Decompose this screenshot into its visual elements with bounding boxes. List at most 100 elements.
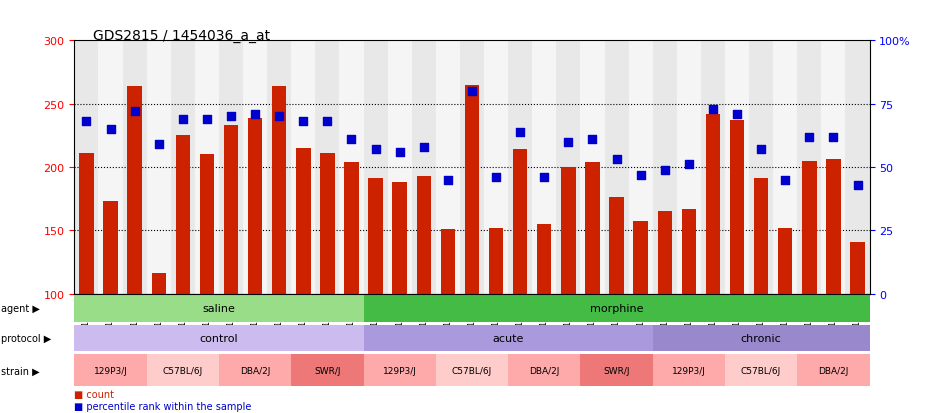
Point [585, 137, 600, 143]
Text: 129P3/J: 129P3/J [671, 366, 706, 375]
Bar [580, 41, 605, 294]
Point [512, 129, 527, 135]
Bar [152, 274, 166, 294]
Bar [604, 41, 629, 294]
Point [537, 174, 551, 181]
Bar [74, 41, 99, 294]
Bar [845, 41, 870, 294]
Text: C57BL/6J: C57BL/6J [163, 366, 203, 375]
Bar [296, 149, 311, 294]
Point [730, 111, 745, 118]
Point [272, 114, 286, 120]
Bar [243, 41, 267, 294]
Bar [508, 41, 532, 294]
Bar [850, 242, 865, 294]
Bar [460, 41, 484, 294]
Point [127, 109, 142, 115]
Bar [176, 136, 190, 294]
Bar [484, 41, 508, 294]
Text: 129P3/J: 129P3/J [383, 366, 417, 375]
Bar [368, 179, 383, 294]
Bar [441, 230, 455, 294]
Text: DBA/2J: DBA/2J [818, 366, 848, 375]
Bar [417, 176, 431, 294]
Bar [219, 355, 291, 387]
Point [368, 147, 383, 153]
Point [223, 114, 238, 120]
Point [753, 147, 768, 153]
Bar [171, 41, 195, 294]
Bar [797, 355, 870, 387]
Bar [580, 355, 653, 387]
Point [344, 137, 359, 143]
Text: control: control [200, 333, 238, 343]
Bar [754, 179, 768, 294]
Bar [749, 41, 773, 294]
Bar [219, 41, 243, 294]
Bar [725, 41, 749, 294]
Bar [320, 154, 335, 294]
Bar [392, 183, 407, 294]
Text: DBA/2J: DBA/2J [529, 366, 560, 375]
Bar [556, 41, 580, 294]
Bar [364, 325, 653, 351]
Bar [195, 41, 219, 294]
Bar [315, 41, 339, 294]
Point [199, 116, 214, 123]
Bar [339, 41, 364, 294]
Point [176, 116, 191, 123]
Bar [344, 163, 359, 294]
Point [79, 119, 94, 126]
Text: C57BL/6J: C57BL/6J [452, 366, 492, 375]
Bar [513, 150, 527, 294]
Bar [489, 228, 503, 294]
Text: C57BL/6J: C57BL/6J [741, 366, 781, 375]
Bar [653, 325, 870, 351]
Point [682, 162, 697, 169]
Bar [826, 160, 841, 294]
Bar [364, 295, 870, 322]
Bar [127, 87, 142, 294]
Bar [224, 126, 238, 294]
Point [488, 174, 503, 181]
Bar [103, 202, 118, 294]
Point [247, 111, 262, 118]
Bar [412, 41, 436, 294]
Text: agent ▶: agent ▶ [1, 304, 40, 313]
Bar [629, 41, 653, 294]
Bar [677, 41, 701, 294]
Bar [609, 198, 624, 294]
Text: strain ▶: strain ▶ [1, 366, 40, 375]
Point [441, 177, 456, 183]
Bar [74, 355, 147, 387]
Bar [79, 154, 94, 294]
Bar [436, 41, 460, 294]
Point [609, 157, 624, 163]
Text: morphine: morphine [590, 304, 644, 313]
Bar [682, 209, 696, 294]
Point [392, 149, 407, 156]
Point [296, 119, 311, 126]
Bar [797, 41, 821, 294]
Point [658, 167, 672, 173]
Text: GDS2815 / 1454036_a_at: GDS2815 / 1454036_a_at [93, 29, 270, 43]
Bar [200, 155, 214, 294]
Point [802, 134, 817, 140]
Point [561, 139, 576, 146]
Text: SWR/J: SWR/J [314, 366, 340, 375]
Bar [147, 355, 219, 387]
Bar [821, 41, 845, 294]
Bar [773, 41, 797, 294]
Bar [291, 355, 364, 387]
Point [633, 172, 648, 178]
Bar [725, 355, 797, 387]
Text: DBA/2J: DBA/2J [240, 366, 271, 375]
Bar [778, 228, 792, 294]
Bar [364, 41, 388, 294]
Bar [561, 168, 576, 294]
Point [850, 182, 865, 189]
Bar [701, 41, 725, 294]
Text: ■ count: ■ count [74, 389, 114, 399]
Bar [388, 41, 412, 294]
Bar [658, 212, 672, 294]
